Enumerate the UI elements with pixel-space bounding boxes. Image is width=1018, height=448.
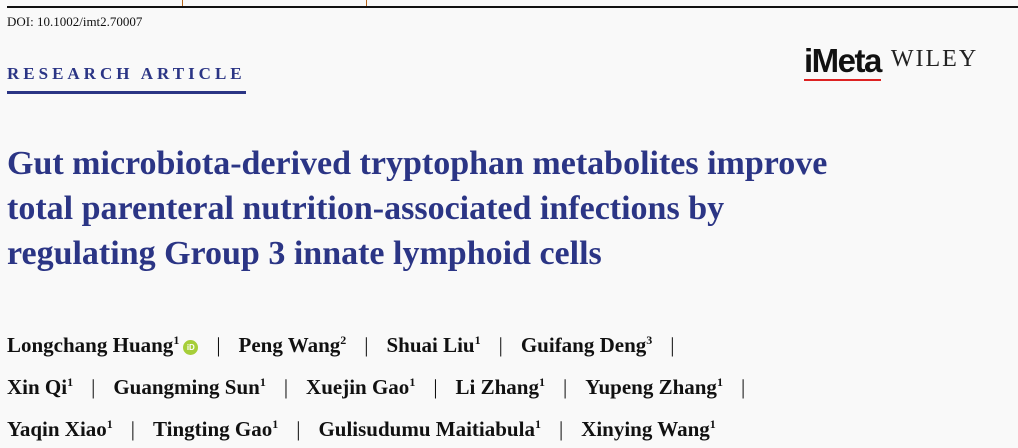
title-line: Gut microbiota-derived tryptophan metabo… <box>7 145 828 182</box>
author-name: Guifang Deng <box>520 333 647 357</box>
header-rule <box>7 6 1018 8</box>
author-name: Xuejin Gao <box>306 375 410 399</box>
article-type: RESEARCH ARTICLE <box>7 64 246 83</box>
separator: | <box>216 333 221 357</box>
author[interactable]: Guifang Deng3 <box>521 333 652 357</box>
author-name: Xinying Wang <box>581 417 710 441</box>
wiley-logo: WILEY <box>890 46 979 72</box>
author-line: Longchang Huang1iD | Peng Wang2 | Shuai Liu1… <box>7 322 1007 364</box>
affiliation-number: 1 <box>539 375 545 389</box>
separator: | <box>563 375 568 399</box>
separator: | <box>130 417 135 441</box>
author[interactable]: Shuai Liu1 <box>386 333 480 357</box>
author-line: Xin Qi1 | Guangming Sun1 | Xuejin Gao1 | Li Zh… <box>7 364 1007 406</box>
author[interactable]: Gulisudumu Maitiabula1 <box>318 417 541 441</box>
affiliation-number: 1 <box>474 333 481 347</box>
author-list: Longchang Huang1iD | Peng Wang2 | Shuai Liu1… <box>7 322 1007 448</box>
paper-title: Gut microbiota-derived tryptophan metabo… <box>7 141 997 276</box>
author-name: Guangming Sun <box>113 375 260 399</box>
title-line: total parenteral nutrition-associated in… <box>7 190 725 227</box>
author-name: Li Zhang <box>455 375 539 399</box>
title-line: regulating Group 3 innate lymphoid cells <box>7 235 602 272</box>
separator: | <box>558 417 564 441</box>
affiliation-number: 1 <box>409 375 416 389</box>
affiliation-number: 1 <box>259 375 266 389</box>
author-name: Peng Wang <box>238 333 341 357</box>
separator: | <box>91 375 96 399</box>
author[interactable]: Peng Wang2 <box>239 333 347 357</box>
separator: | <box>433 375 438 399</box>
author[interactable]: Xin Qi1 <box>7 375 73 399</box>
imeta-logo: iMeta <box>804 42 882 81</box>
article-type-underline <box>7 91 246 94</box>
affiliation-number: 1 <box>534 417 541 431</box>
author[interactable]: Longchang Huang1iD <box>7 333 199 357</box>
header-tick <box>366 0 367 6</box>
affiliation-number: 2 <box>340 333 347 347</box>
affiliation-number: 1 <box>67 375 74 389</box>
affiliation-number: 1 <box>106 417 113 431</box>
author-name: Yupeng Zhang <box>585 375 717 399</box>
doi[interactable]: DOI: 10.1002/imt2.70007 <box>7 14 143 29</box>
separator: | <box>670 333 675 357</box>
orcid-icon[interactable]: iD <box>183 340 199 355</box>
author[interactable]: Xinying Wang1 <box>581 417 716 441</box>
author[interactable]: Tingting Gao1 <box>153 417 278 441</box>
author[interactable]: Yaqin Xiao1 <box>7 417 113 441</box>
separator: | <box>498 333 503 357</box>
logos: iMeta WILEY <box>804 44 978 81</box>
author[interactable]: Yupeng Zhang1 <box>585 375 723 399</box>
header-tick <box>182 0 183 6</box>
affiliation-number: 1 <box>272 417 279 431</box>
separator: | <box>283 375 289 399</box>
author-name: Xin Qi <box>7 375 68 399</box>
author-name: Yaqin Xiao <box>7 417 107 441</box>
affiliation-number: 1 <box>709 417 716 431</box>
separator: | <box>740 375 746 399</box>
author-name: Shuai Liu <box>386 333 475 357</box>
author[interactable]: Guangming Sun1 <box>113 375 266 399</box>
author[interactable]: Li Zhang1 <box>456 375 545 399</box>
affiliation-number: 1 <box>173 333 180 347</box>
affiliation-number: 1 <box>716 375 723 389</box>
separator: | <box>364 333 369 357</box>
author-name: Gulisudumu Maitiabula <box>318 417 535 441</box>
separator: | <box>296 417 301 441</box>
affiliation-number: 3 <box>646 333 653 347</box>
author-name: Tingting Gao <box>153 417 273 441</box>
author[interactable]: Xuejin Gao1 <box>306 375 415 399</box>
author-name: Longchang Huang <box>7 333 174 357</box>
author-line: Yaqin Xiao1 | Tingting Gao1 | Gulisudumu Mai… <box>7 406 1007 448</box>
